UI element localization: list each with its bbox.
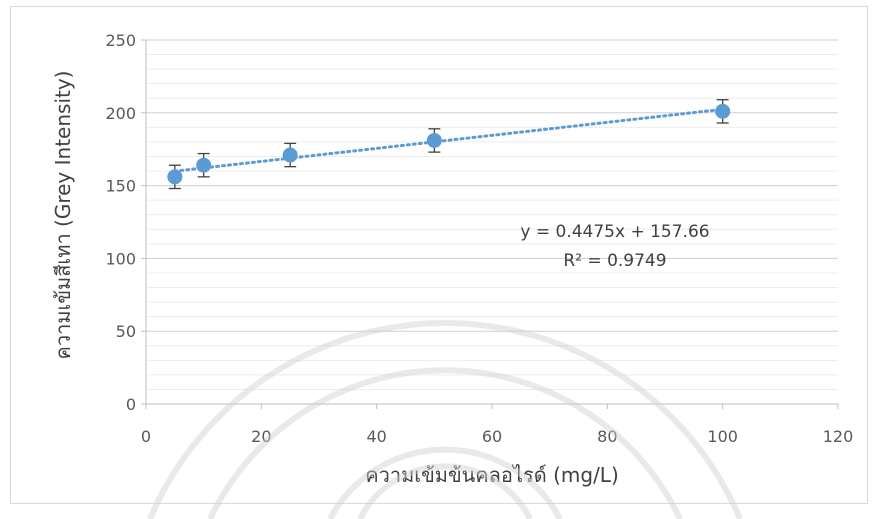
- trendline: [173, 107, 725, 173]
- y-tick-label: 250: [105, 31, 136, 50]
- x-tick-label: 0: [141, 427, 151, 446]
- y-axis-label: ความเข้มสีเทา (Grey Intensity): [51, 71, 75, 360]
- x-axis-label: ความเข้มข้นคลอไรด์ (mg/L): [365, 463, 619, 487]
- data-point: [715, 103, 731, 119]
- y-tick-label: 0: [126, 395, 136, 414]
- y-tick-label: 150: [105, 177, 136, 196]
- tick-labels: 0 50 100 150 200 250 0 20 40 60 80 100 120: [105, 31, 853, 446]
- x-tick-label: 60: [482, 427, 502, 446]
- y-tick-label: 200: [105, 104, 136, 123]
- r-squared-label: R² = 0.9749: [563, 251, 666, 271]
- grid: [146, 39, 838, 390]
- data-point: [282, 147, 298, 163]
- x-tick-label: 80: [597, 427, 617, 446]
- data-points: [167, 103, 731, 185]
- data-point: [196, 157, 212, 173]
- data-point: [426, 132, 442, 148]
- trendline-equation: y = 0.4475x + 157.66: [520, 222, 709, 242]
- chart-frame: [10, 6, 868, 504]
- data-point: [167, 169, 183, 185]
- y-tick-label: 50: [116, 322, 136, 341]
- x-tick-label: 20: [251, 427, 271, 446]
- x-tick-label: 100: [707, 427, 738, 446]
- axes: [141, 39, 839, 409]
- y-tick-label: 100: [105, 249, 136, 268]
- x-tick-label: 120: [823, 427, 854, 446]
- x-tick-label: 40: [366, 427, 386, 446]
